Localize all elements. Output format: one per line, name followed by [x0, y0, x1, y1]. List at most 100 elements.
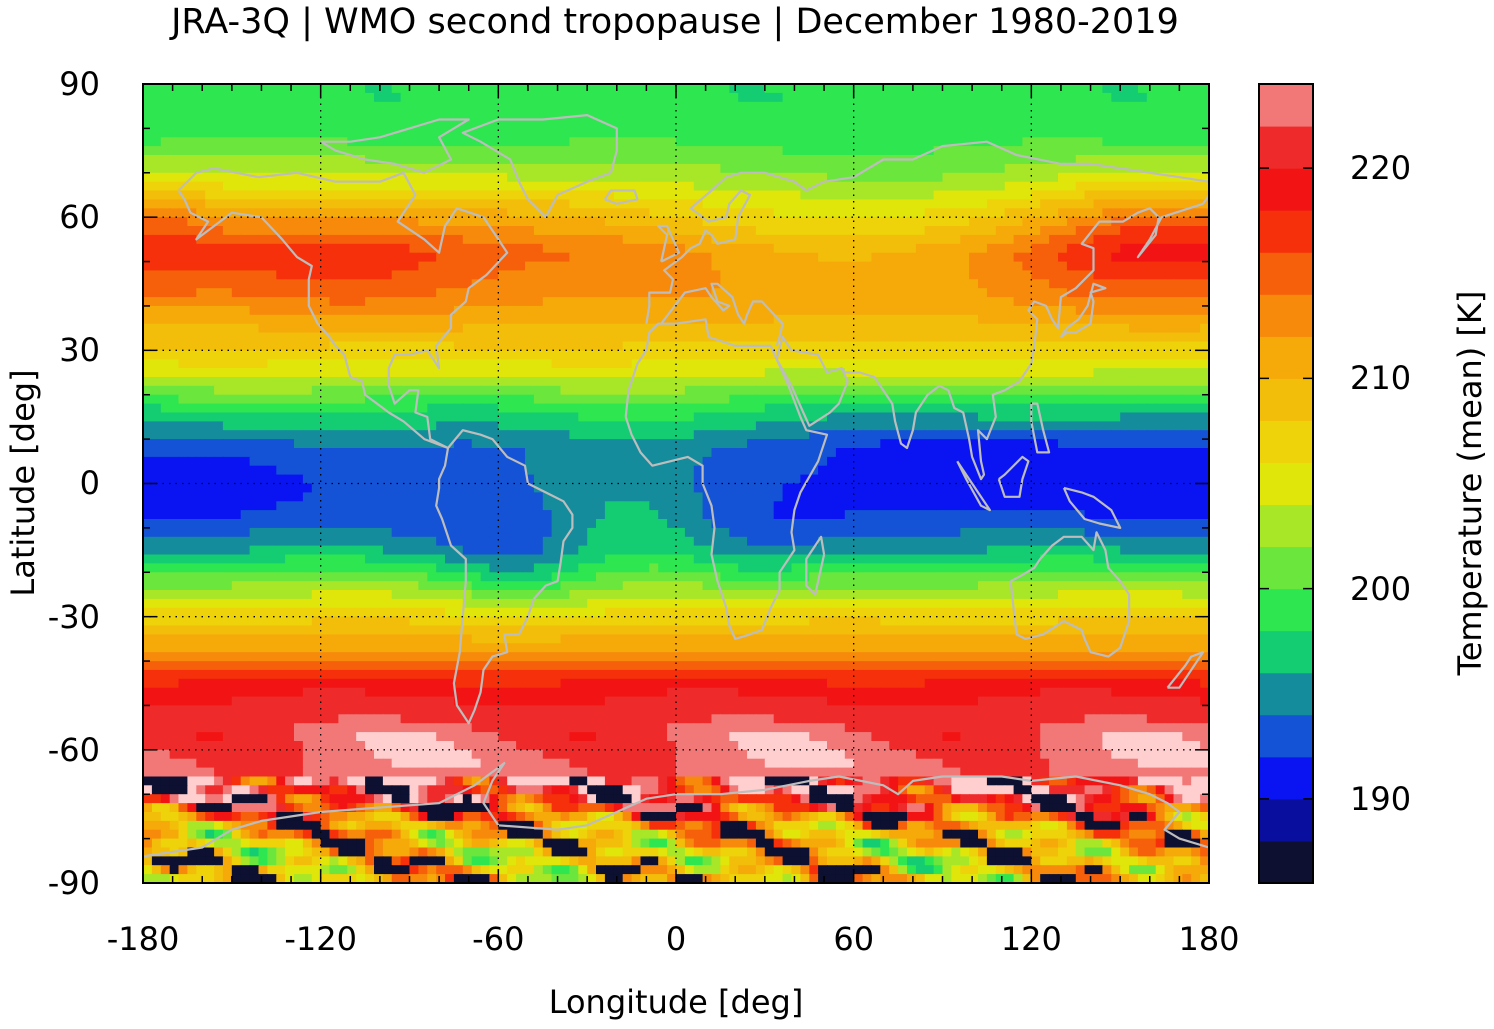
heat-cell [169, 119, 180, 129]
heat-cell [622, 412, 633, 422]
heat-cell [311, 305, 322, 316]
heat-cell [516, 350, 526, 360]
heat-cell [755, 128, 766, 138]
heat-cell [427, 297, 437, 307]
heat-cell [889, 385, 899, 396]
heat-cell [498, 439, 508, 449]
heat-cell [311, 279, 322, 289]
heat-cell [285, 323, 295, 334]
heat-cell [436, 279, 446, 289]
heat-cell [311, 368, 322, 378]
heat-cell [1120, 243, 1130, 254]
heat-cell [764, 377, 775, 387]
heat-cell [640, 208, 650, 218]
heat-cell [1022, 101, 1032, 112]
heat-cell [569, 323, 579, 334]
heat-cell [933, 92, 944, 103]
heat-cell [471, 101, 482, 112]
heat-cell [480, 261, 491, 272]
heat-cell [1200, 137, 1209, 147]
heat-cell [1120, 234, 1130, 245]
heat-cell [604, 403, 615, 414]
heat-cell [782, 394, 793, 405]
heat-cell [391, 439, 402, 449]
heat-cell [827, 350, 837, 360]
heat-cell [844, 137, 855, 147]
heat-cell [853, 394, 864, 405]
heat-cell [249, 128, 260, 138]
heat-cell [1102, 288, 1112, 298]
heat-cell [862, 314, 873, 325]
heat-cell [1013, 234, 1024, 245]
heat-cell [658, 243, 668, 254]
heat-cell [676, 430, 686, 440]
heat-cell [356, 412, 366, 422]
heat-cell [711, 217, 721, 227]
heat-cell [898, 190, 908, 200]
heat-cell [418, 323, 428, 334]
heat-cell [507, 297, 517, 307]
heat-cell [676, 314, 686, 325]
heat-cell [160, 146, 171, 156]
heat-cell [151, 279, 162, 289]
heat-cell [622, 279, 633, 289]
heat-cell [880, 439, 890, 449]
heat-cell [631, 377, 642, 387]
heat-cell [214, 297, 224, 307]
heat-cell [969, 279, 979, 289]
heat-cell [889, 394, 899, 405]
heat-cell [951, 359, 961, 369]
heat-cell [1084, 421, 1095, 431]
heat-cell [818, 208, 828, 218]
heat-cell [755, 181, 766, 192]
heat-cell [436, 368, 446, 378]
heat-cell [453, 190, 464, 200]
heat-cell [658, 279, 668, 289]
heat-cell [649, 421, 659, 431]
heat-cell [222, 288, 233, 298]
heat-cell [436, 394, 446, 405]
heat-cell [302, 155, 313, 165]
heat-cell [676, 84, 686, 94]
heat-cell [862, 84, 873, 94]
heat-cell [800, 377, 810, 387]
heat-cell [676, 163, 686, 174]
heat-cell [889, 305, 899, 316]
heat-cell [1155, 359, 1166, 369]
heat-cell [338, 448, 348, 458]
heat-cell [907, 368, 917, 378]
heat-cell [294, 208, 304, 218]
heat-cell [711, 163, 721, 174]
heat-cell [391, 323, 402, 334]
heat-cell [143, 332, 153, 343]
heat-cell [489, 314, 499, 325]
heat-cell [1111, 412, 1121, 422]
heat-cell [933, 261, 944, 272]
heat-cell [453, 341, 464, 351]
heat-cell [329, 84, 339, 94]
heat-cell [711, 234, 721, 245]
heat-cell [294, 217, 304, 227]
heat-cell [498, 314, 508, 325]
heat-cell [898, 84, 908, 94]
heat-cell [320, 341, 331, 351]
heat-cell [658, 270, 668, 280]
heat-cell [800, 261, 810, 272]
heat-cell [151, 181, 162, 192]
heat-cell [818, 163, 828, 174]
heat-cell [1200, 181, 1209, 192]
heat-cell [658, 92, 668, 103]
heat-cell [800, 350, 810, 360]
heat-cell [587, 234, 597, 245]
heat-cell [960, 92, 970, 103]
heat-cell [1066, 243, 1077, 254]
heat-cell [604, 421, 615, 431]
heat-cell [462, 305, 473, 316]
heat-cell [773, 101, 784, 112]
heat-cell [711, 350, 721, 360]
heat-cell [604, 128, 615, 138]
heat-cell [143, 146, 153, 156]
heat-cell [222, 261, 233, 272]
heat-cell [596, 128, 606, 138]
heat-cell [729, 332, 739, 343]
